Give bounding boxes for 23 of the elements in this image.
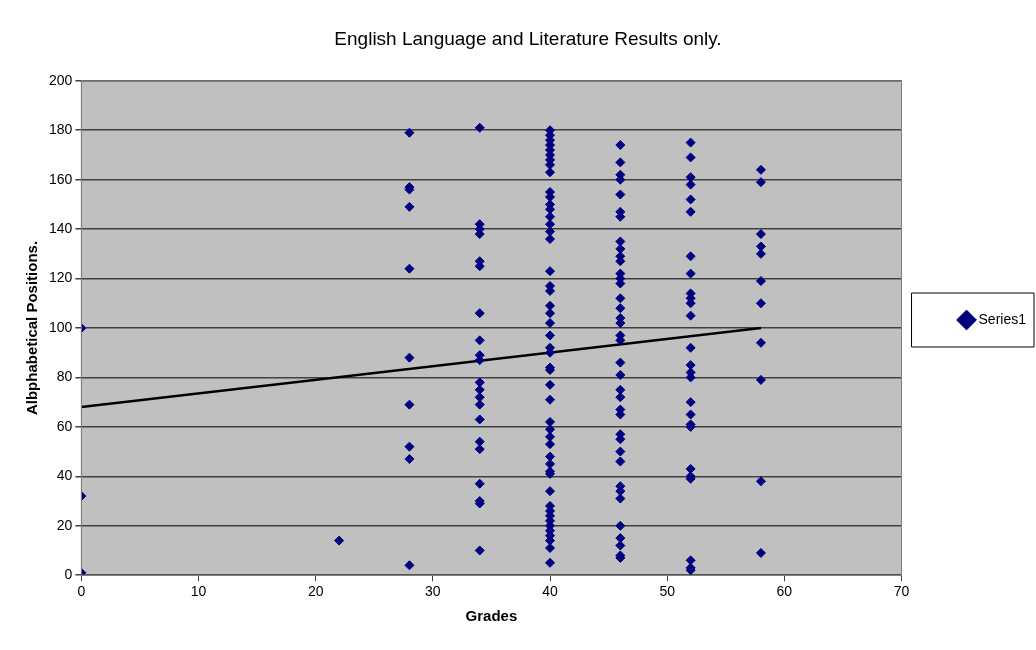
x-tick-label: 20 [307, 583, 324, 600]
y-tick-label: 20 [56, 516, 73, 533]
x-tick-label: 30 [425, 583, 441, 600]
legend-label: Series1 [978, 310, 1027, 327]
y-axis-title: Albphabetical Positions. [23, 240, 41, 416]
y-tick-label: 180 [49, 121, 73, 138]
y-tick-label: 0 [64, 566, 73, 583]
x-tick-label: 60 [776, 583, 793, 600]
y-tick-label: 40 [56, 467, 73, 484]
y-tick-label: 100 [49, 318, 73, 335]
y-tick-label: 160 [49, 170, 73, 187]
y-tick-label: 80 [56, 368, 73, 385]
x-tick-label: 0 [77, 583, 86, 600]
y-tick-label: 200 [49, 71, 73, 88]
x-tick-label: 70 [893, 583, 910, 600]
y-tick-label: 140 [49, 219, 73, 236]
y-tick-label: 120 [49, 269, 73, 286]
x-tick-label: 10 [190, 583, 207, 600]
x-tick-label: 40 [542, 583, 559, 600]
x-tick-label: 50 [659, 583, 676, 600]
x-axis-title: Grades [465, 607, 518, 625]
y-tick-label: 60 [56, 417, 73, 434]
chart-title: English Language and Literature Results only. [334, 27, 722, 49]
